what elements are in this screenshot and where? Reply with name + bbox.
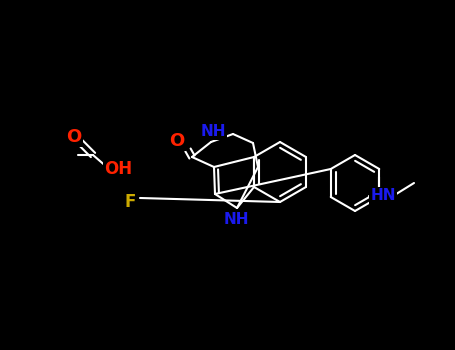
Text: O: O <box>169 132 185 150</box>
Text: NH: NH <box>223 211 249 226</box>
Text: OH: OH <box>104 160 132 178</box>
Text: NH: NH <box>200 124 226 139</box>
Text: F: F <box>124 193 136 211</box>
Text: HN: HN <box>370 189 396 203</box>
Text: O: O <box>66 128 81 146</box>
